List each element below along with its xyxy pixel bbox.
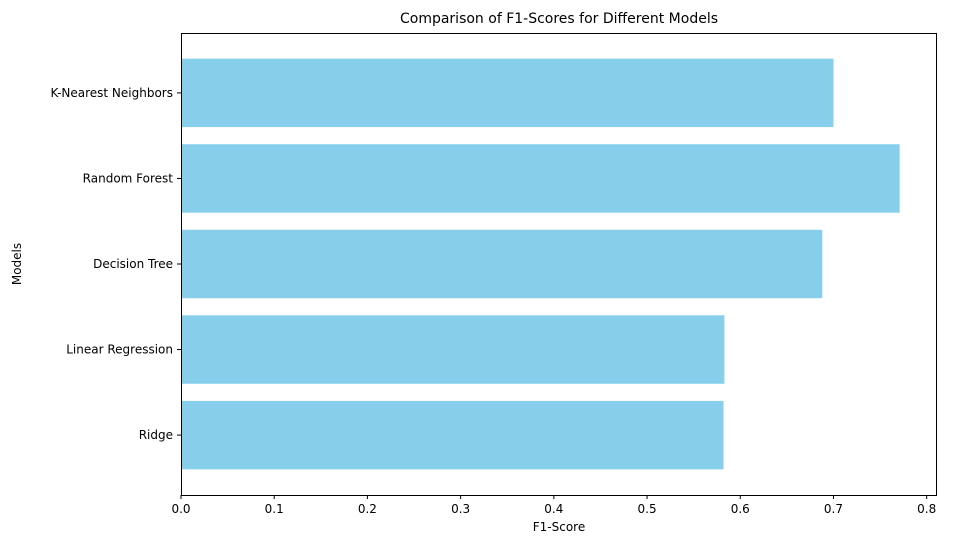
x-tick-label: 0.0: [171, 502, 190, 516]
y-axis-label: Models: [10, 243, 24, 285]
x-tick-label: 0.3: [451, 502, 470, 516]
y-tick-label: Ridge: [139, 428, 173, 442]
x-axis-label: F1-Score: [533, 520, 585, 534]
x-tick-label: 0.8: [917, 502, 936, 516]
x-tick-label: 0.7: [824, 502, 843, 516]
y-axis-ticks: Ridge Linear Regression Decision Tree Rando…: [50, 86, 181, 442]
x-tick-label: 0.6: [731, 502, 750, 516]
chart-title: Comparison of F1-Scores for Different Mo…: [400, 11, 718, 27]
y-tick-label: K-Nearest Neighbors: [50, 86, 173, 100]
x-tick-label: 0.5: [638, 502, 657, 516]
y-tick-label: Decision Tree: [93, 257, 173, 271]
bars-layer: [181, 58, 900, 470]
y-tick-label: Linear Regression: [66, 343, 173, 357]
bar-random-forest: [181, 144, 900, 213]
x-tick-label: 0.2: [358, 502, 377, 516]
plot-frame: [181, 33, 937, 496]
bar-ridge: [181, 400, 724, 470]
bar-k-nearest-neighbors: [181, 58, 834, 128]
x-tick-label: 0.1: [265, 502, 284, 516]
bar-linear-regression: [181, 315, 725, 384]
x-axis-ticks: 0.0 0.1 0.2 0.3 0.4 0.5 0.6 0.7 0.8: [171, 495, 936, 516]
x-tick-label: 0.4: [544, 502, 563, 516]
y-tick-label: Random Forest: [83, 171, 174, 185]
bar-decision-tree: [181, 229, 823, 299]
